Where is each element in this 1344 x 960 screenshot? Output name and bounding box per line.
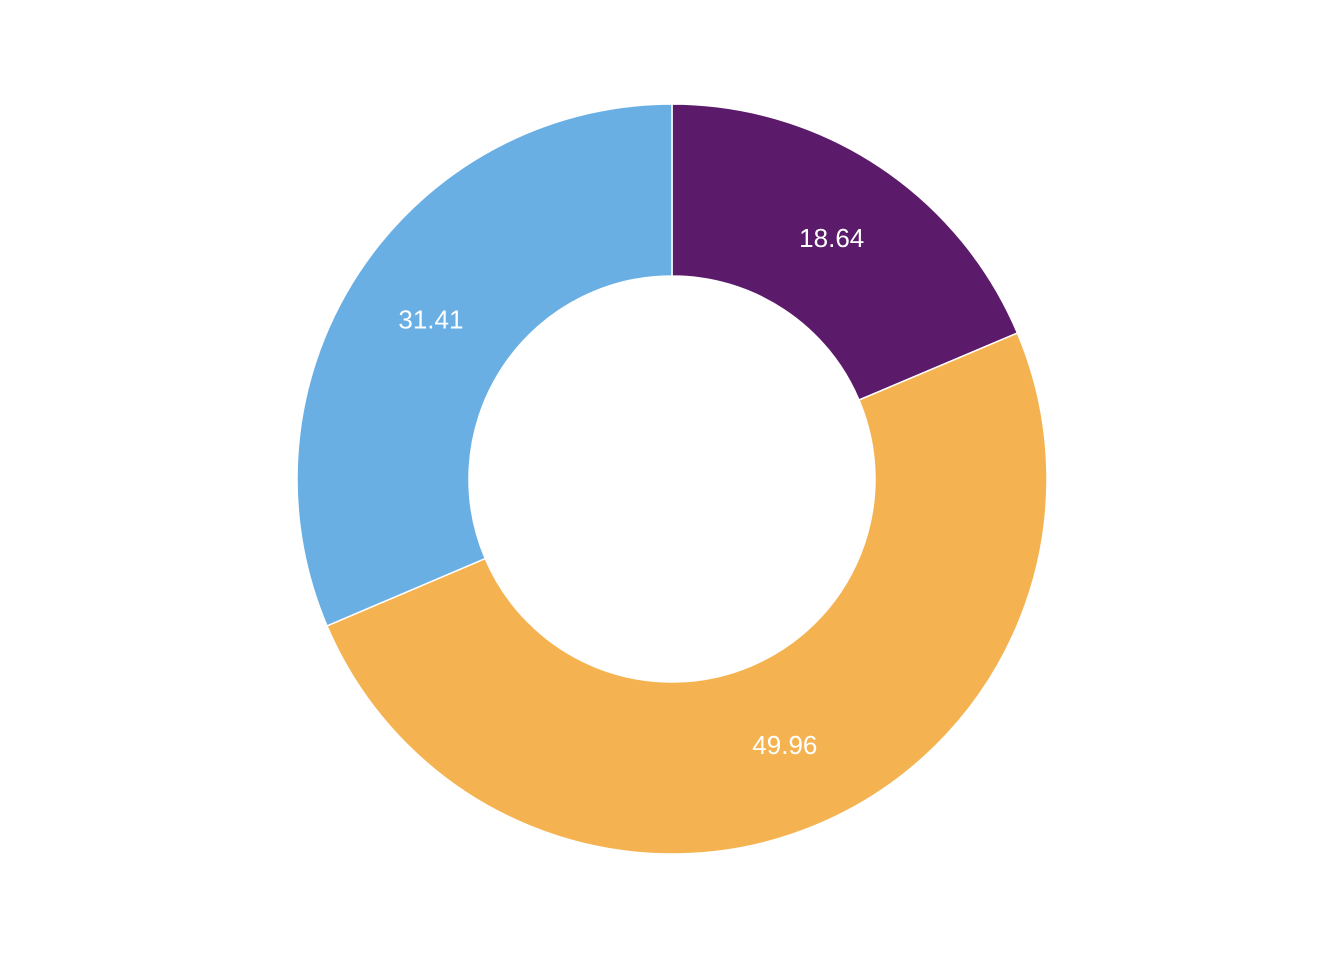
donut-slice-0 [671,103,1019,401]
slice-value-label-0: 18.64 [799,223,864,253]
donut-slice-2 [296,103,673,627]
slices-group [296,103,1048,856]
labels-group: 18.64 49.96 31.41 [398,223,864,760]
slice-value-label-1: 49.96 [752,730,817,760]
slice-value-label-2: 31.41 [398,305,463,335]
donut-slice-1 [325,332,1048,856]
